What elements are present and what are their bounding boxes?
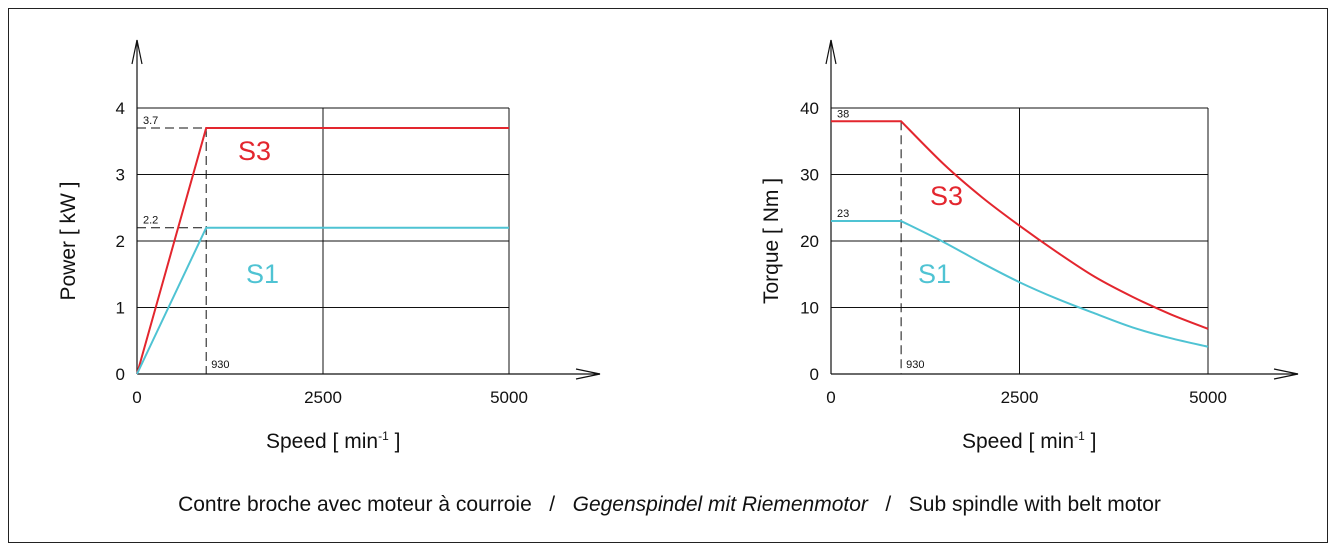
torque-series-s3-label: S3	[930, 181, 963, 211]
power-x-axis-title: Speed [ min-1 ]	[266, 429, 400, 453]
power-x-tick-2: 5000	[490, 388, 528, 407]
power-y-tick-4: 4	[116, 99, 125, 118]
power-marker-y-label-0: 3.7	[143, 115, 158, 127]
power-y-arrow	[131, 39, 143, 65]
torque-marker-y-label-0: 38	[837, 108, 849, 120]
torque-y-tick-2: 20	[800, 232, 819, 251]
power-marker-x-label: 930	[211, 359, 229, 371]
power-y-tick-2: 2	[116, 232, 125, 251]
power-x-axis-title-end: ]	[389, 430, 401, 453]
power-x-arrow	[575, 368, 601, 380]
torque-x-axis-title-sup: -1	[1074, 429, 1085, 443]
torque-x-tick-2: 5000	[1189, 388, 1227, 407]
power-series-s1-line	[136, 226, 509, 375]
torque-series-s1-label: S1	[918, 259, 951, 289]
caption-english: / Sub spindle with belt motor	[867, 493, 1161, 516]
torque-y-tick-4: 40	[800, 99, 819, 118]
power-y-tick-3: 3	[116, 166, 125, 185]
figure-caption: Contre broche avec moteur à courroie / G…	[0, 493, 1339, 517]
power-marker-y-label-1: 2.2	[143, 215, 158, 227]
caption-french: Contre broche avec moteur à courroie /	[178, 493, 573, 516]
power-series-s3-label: S3	[238, 136, 271, 166]
torque-y-tick-0: 0	[810, 365, 819, 384]
power-chart: 0 1 2 3 4 0 2500 5000 930 3.7 2.2 S3 S1 Power [ kW ] S…	[57, 39, 601, 453]
torque-x-axis-title-end: ]	[1085, 430, 1097, 453]
torque-x-arrow	[1273, 368, 1299, 380]
power-y-tick-1: 1	[116, 299, 125, 318]
torque-x-tick-1: 2500	[1001, 388, 1039, 407]
power-y-axis-title: Power [ kW ]	[57, 181, 80, 300]
torque-y-tick-1: 10	[800, 299, 819, 318]
power-series-s3-line	[136, 126, 509, 375]
torque-x-axis-title-main: Speed [ min	[962, 430, 1074, 453]
torque-x-tick-0: 0	[826, 388, 835, 407]
power-x-tick-1: 2500	[304, 388, 342, 407]
torque-chart: 0 10 20 30 40 0 2500 5000 930 38 23 S3 S1 Torque [ Nm…	[760, 39, 1299, 453]
torque-series-s3-line	[831, 120, 1209, 330]
power-x-tick-0: 0	[132, 388, 141, 407]
torque-y-axis-title: Torque [ Nm ]	[760, 178, 783, 304]
torque-marker-y-label-1: 23	[837, 208, 849, 220]
torque-series-s1-line	[831, 220, 1209, 348]
caption-german: Gegenspindel mit Riemenmotor	[572, 493, 868, 516]
power-x-axis-title-sup: -1	[378, 429, 389, 443]
torque-y-tick-3: 30	[800, 166, 819, 185]
torque-y-arrow	[825, 39, 837, 65]
power-x-axis-title-main: Speed [ min	[266, 430, 378, 453]
power-series-s1-label: S1	[246, 259, 279, 289]
torque-x-axis-title: Speed [ min-1 ]	[962, 429, 1096, 453]
power-y-tick-0: 0	[116, 365, 125, 384]
torque-marker-x-label: 930	[906, 359, 924, 371]
figure-frame	[8, 8, 1328, 543]
